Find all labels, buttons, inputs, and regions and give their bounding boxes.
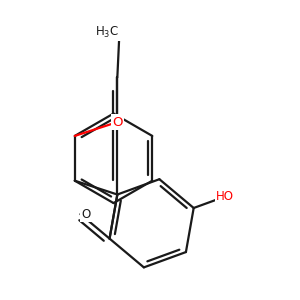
Text: HO: HO [216, 190, 234, 203]
Text: O: O [82, 208, 91, 221]
Text: O: O [112, 116, 123, 129]
Text: H$_3$C: H$_3$C [95, 25, 119, 40]
